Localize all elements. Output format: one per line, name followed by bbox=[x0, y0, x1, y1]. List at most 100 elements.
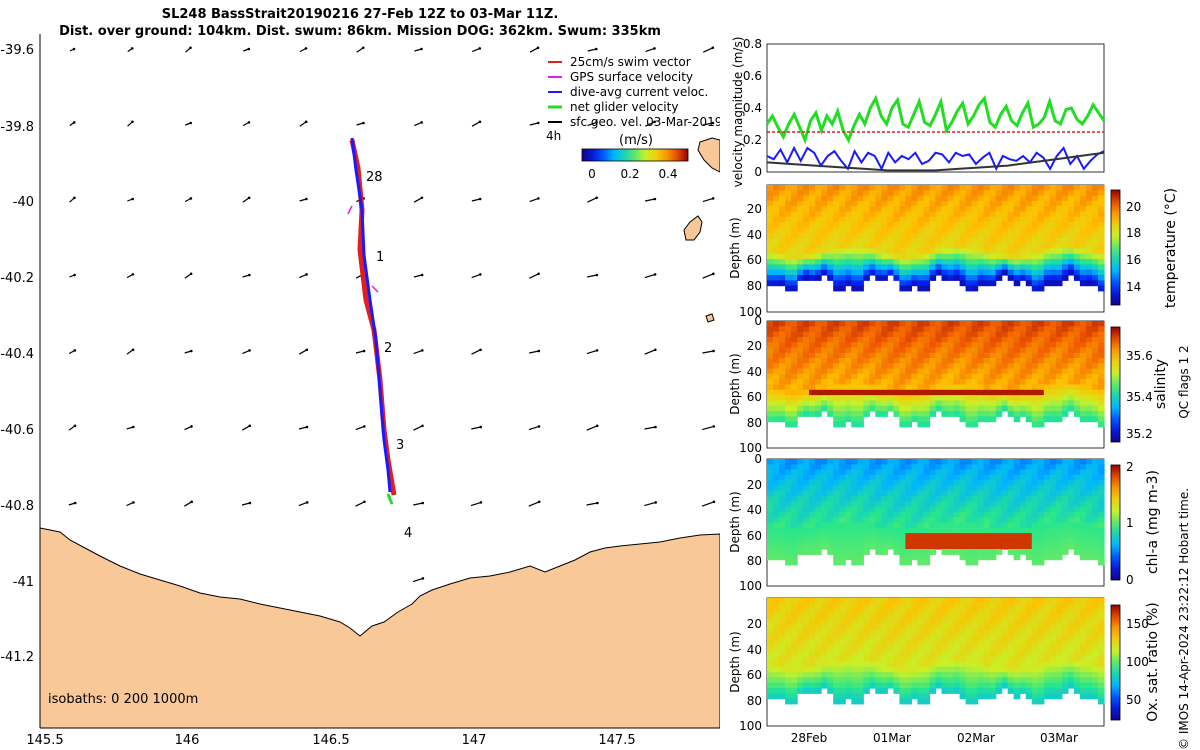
heatmap-cell bbox=[953, 216, 961, 223]
heatmap-cell bbox=[947, 411, 955, 417]
heatmap-cell bbox=[953, 211, 961, 218]
heatmap-cell bbox=[1061, 474, 1069, 481]
heatmap-cell bbox=[1055, 543, 1063, 550]
heatmap-cell bbox=[941, 527, 949, 534]
colorbar-tick: 14 bbox=[1126, 280, 1141, 294]
heatmap-cell bbox=[1037, 227, 1045, 234]
heatmap-cell bbox=[1055, 661, 1063, 668]
heatmap-cell bbox=[863, 543, 870, 550]
heatmap-cell bbox=[773, 629, 780, 636]
heatmap-cell bbox=[815, 363, 822, 370]
heatmap-cell bbox=[1013, 480, 1021, 487]
heatmap-cell bbox=[971, 624, 979, 631]
heatmap-cell bbox=[851, 259, 858, 265]
heatmap-cell bbox=[941, 682, 949, 689]
heatmap-cell bbox=[767, 185, 774, 191]
heatmap-cell bbox=[1055, 185, 1063, 191]
heatmap-cell bbox=[911, 275, 918, 281]
heatmap-cell bbox=[989, 232, 997, 239]
heatmap-cell bbox=[833, 331, 840, 338]
heatmap-cell bbox=[767, 613, 774, 620]
heatmap-cell bbox=[935, 352, 943, 359]
heatmap-cell bbox=[875, 216, 882, 223]
heatmap-cell bbox=[1037, 206, 1045, 213]
heatmap-cell bbox=[1043, 666, 1051, 673]
heatmap-cell bbox=[851, 645, 858, 652]
heatmap-cell bbox=[941, 650, 949, 657]
heatmap-cell bbox=[971, 416, 979, 423]
heatmap-cell bbox=[833, 421, 840, 428]
heatmap-cell bbox=[977, 613, 985, 620]
heatmap-cell bbox=[899, 624, 906, 631]
heatmap-cell bbox=[1037, 635, 1045, 641]
heatmap-cell bbox=[893, 490, 900, 497]
heatmap-cell bbox=[1067, 206, 1075, 213]
heatmap-cell bbox=[1067, 464, 1075, 471]
heatmap-cell bbox=[1043, 358, 1051, 364]
heatmap-cell bbox=[1001, 195, 1009, 202]
heatmap-cell bbox=[839, 522, 846, 529]
heatmap-cell bbox=[1031, 200, 1039, 207]
heatmap-cell bbox=[911, 490, 918, 497]
heatmap-cell bbox=[797, 598, 804, 604]
heatmap-cell bbox=[815, 264, 822, 271]
heatmap-cell bbox=[923, 459, 931, 465]
heatmap-cell bbox=[941, 501, 949, 508]
heatmap-cell bbox=[863, 206, 870, 213]
heatmap-cell bbox=[1043, 269, 1051, 276]
heatmap-cell bbox=[767, 363, 774, 370]
heatmap-cell bbox=[923, 598, 931, 604]
heatmap-cell bbox=[995, 480, 1003, 487]
heatmap-cell bbox=[869, 522, 876, 529]
heatmap-cell bbox=[803, 645, 810, 652]
heatmap-cell bbox=[1092, 682, 1099, 689]
heatmap-cell bbox=[869, 459, 876, 465]
heatmap-cell bbox=[779, 645, 786, 652]
heatmap-cell bbox=[929, 248, 937, 255]
heatmap-cell bbox=[1007, 200, 1015, 207]
heatmap-cell bbox=[923, 368, 931, 375]
heatmap-cell bbox=[959, 666, 967, 673]
heatmap-cell bbox=[1073, 480, 1081, 487]
heatmap-cell bbox=[1079, 216, 1087, 223]
heatmap-cell bbox=[1055, 485, 1063, 492]
depth-tick: 20 bbox=[747, 339, 762, 353]
heatmap-cell bbox=[1043, 227, 1051, 234]
heatmap-cell bbox=[1013, 459, 1021, 465]
heatmap-cell bbox=[965, 195, 973, 202]
time-tick: 01Mar bbox=[873, 731, 911, 745]
heatmap-cell bbox=[983, 264, 991, 271]
heatmap-cell bbox=[965, 549, 973, 555]
heatmap-cell bbox=[875, 538, 882, 545]
heatmap-cell bbox=[827, 259, 834, 265]
heatmap-cell bbox=[1025, 352, 1033, 359]
heatmap-cell bbox=[779, 336, 786, 343]
heatmap-cell bbox=[821, 232, 828, 239]
heatmap-cell bbox=[983, 661, 991, 668]
heatmap-cell bbox=[857, 285, 864, 292]
heatmap-cell bbox=[1067, 259, 1075, 265]
heatmap-cell bbox=[911, 640, 918, 647]
heatmap-cell bbox=[1001, 608, 1009, 615]
heatmap-cell bbox=[1085, 629, 1093, 636]
heatmap-cell bbox=[809, 232, 816, 239]
heatmap-cell bbox=[869, 358, 876, 364]
heatmap-cell bbox=[929, 216, 937, 223]
heatmap-cell bbox=[917, 421, 924, 428]
heatmap-cell bbox=[893, 459, 900, 465]
heatmap-cell bbox=[1043, 554, 1051, 561]
heatmap-cell bbox=[821, 331, 828, 338]
day-labels: 28 1 2 3 4 bbox=[366, 170, 412, 541]
heatmap-cell bbox=[1037, 538, 1045, 545]
heatmap-cell bbox=[947, 200, 955, 207]
heatmap-cell bbox=[827, 373, 834, 380]
heatmap-cell bbox=[803, 227, 810, 234]
heatmap-cell bbox=[947, 253, 955, 260]
heatmap-cell bbox=[791, 517, 798, 524]
heatmap-cell bbox=[1037, 321, 1045, 327]
heatmap-cell bbox=[905, 373, 912, 380]
heatmap-cell bbox=[881, 185, 888, 191]
heatmap-cell bbox=[803, 517, 810, 524]
heatmap-cell bbox=[863, 352, 870, 359]
heatmap-cell bbox=[839, 216, 846, 223]
